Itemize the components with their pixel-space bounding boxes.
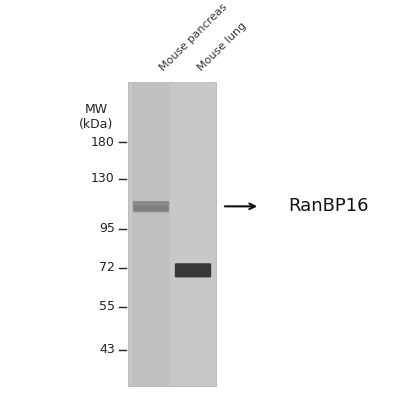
Text: 43: 43 <box>99 343 115 356</box>
Text: 95: 95 <box>99 222 115 235</box>
FancyBboxPatch shape <box>134 205 168 208</box>
Text: 180: 180 <box>91 136 115 149</box>
Text: 72: 72 <box>99 261 115 274</box>
Text: Mouse pancreas: Mouse pancreas <box>158 2 229 73</box>
FancyBboxPatch shape <box>128 82 216 386</box>
FancyBboxPatch shape <box>174 82 212 386</box>
FancyBboxPatch shape <box>133 201 169 212</box>
Text: 130: 130 <box>91 172 115 185</box>
FancyBboxPatch shape <box>134 208 168 211</box>
Text: MW
(kDa): MW (kDa) <box>79 103 113 131</box>
FancyBboxPatch shape <box>134 207 168 209</box>
Text: Mouse lung: Mouse lung <box>196 21 248 73</box>
Text: RanBP16: RanBP16 <box>288 197 368 215</box>
FancyBboxPatch shape <box>175 263 211 278</box>
FancyBboxPatch shape <box>134 211 168 214</box>
FancyBboxPatch shape <box>132 82 170 386</box>
Text: 55: 55 <box>99 300 115 313</box>
FancyBboxPatch shape <box>134 210 168 212</box>
